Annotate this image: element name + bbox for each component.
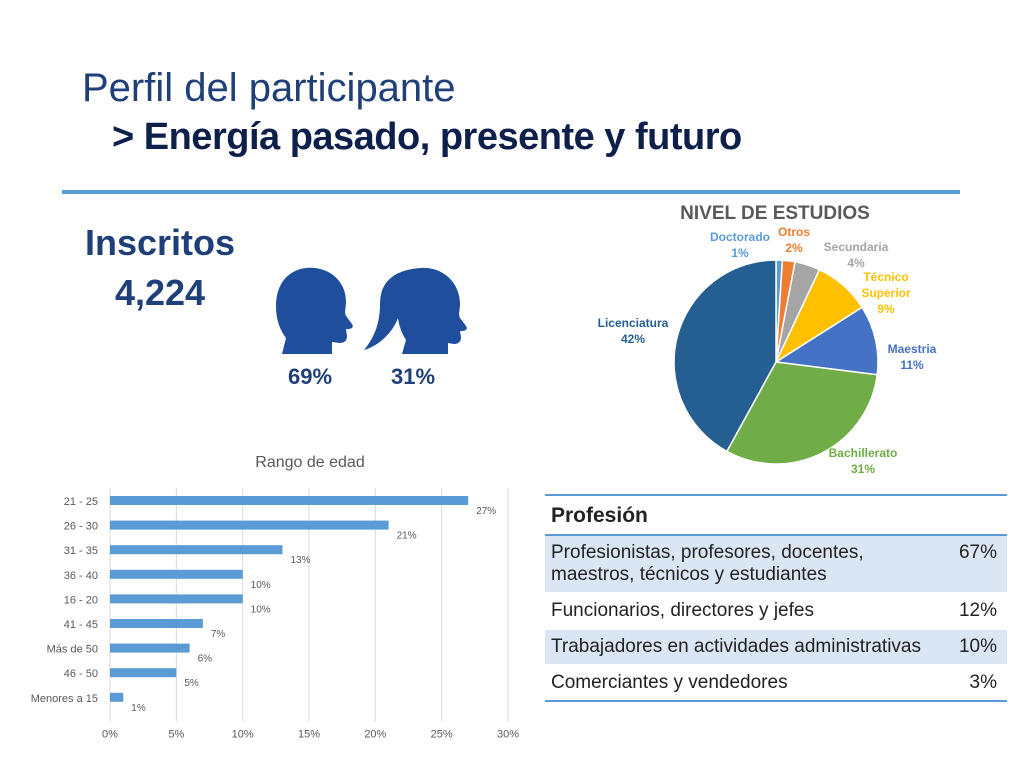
bar-value-label: 13%	[290, 555, 310, 566]
table-cell-label: Funcionarios, directores y jefes	[551, 600, 814, 621]
bar	[110, 594, 243, 604]
bar	[110, 668, 177, 678]
enrollment-value: 4,224	[114, 272, 206, 313]
y-category-label: 36 - 40	[64, 570, 98, 582]
bar	[110, 496, 469, 505]
male-percentage: 69%	[287, 364, 333, 389]
bar	[110, 643, 190, 653]
table-row: Comerciantes y vendedores 3%	[545, 665, 1007, 701]
age-range-bar-chart: 0% 5% 10% 15% 20% 25% 30% 21 - 25 27% 26 - 30 21% 3…	[31, 488, 519, 740]
y-category-label: 46 - 50	[64, 668, 98, 680]
x-tick-label: 10%	[232, 728, 254, 740]
pie-label-maestria: Maestria 11%	[887, 342, 937, 372]
table-header-profesion: Profesión	[551, 504, 648, 527]
male-head-icon	[276, 267, 353, 354]
bar-value-label: 10%	[251, 580, 271, 591]
pie-slice-secundaria	[775, 260, 821, 363]
bar	[110, 520, 389, 530]
y-category-label: 26 - 30	[64, 521, 98, 533]
bar-value-label: 10%	[251, 604, 271, 615]
table-cell-label: Trabajadores en actividades administrati…	[551, 636, 921, 657]
x-tick-label: 25%	[431, 728, 453, 740]
pie-chart-title: NIVEL DE ESTUDIOS	[680, 203, 870, 224]
bar-value-label: 7%	[211, 629, 226, 640]
female-head-icon	[364, 267, 467, 354]
table-header-row: Profesión	[545, 495, 1007, 535]
x-tick-label: 30%	[497, 728, 519, 740]
table-cell-label: Profesionistas, profesores, docentes, ma…	[551, 542, 864, 585]
x-tick-label: 0%	[102, 728, 118, 740]
x-tick-label: 20%	[364, 728, 386, 740]
table-row: Trabajadores en actividades administrati…	[545, 629, 1007, 665]
enrollment-label: Inscritos	[84, 222, 236, 263]
y-category-label: Más de 50	[47, 644, 98, 656]
x-tick-label: 5%	[168, 728, 184, 740]
pie-label-secundaria: Secundaria 4%	[823, 240, 889, 270]
pie-label-tecnico-superior: Técnico Superior 9%	[861, 270, 911, 316]
table-row: Funcionarios, directores y jefes 12%	[545, 593, 1007, 629]
pie-slice-otros	[775, 259, 796, 363]
bar-value-label: 1%	[131, 703, 146, 714]
bar-value-label: 6%	[198, 654, 213, 665]
bar-chart-title: Rango de edad	[255, 454, 365, 471]
pie-slice-doctorado	[775, 259, 784, 363]
pie-slice-licenciatura	[673, 259, 777, 453]
table-cell-value: 67%	[958, 542, 997, 563]
pie-label-doctorado: Doctorado 1%	[710, 230, 770, 260]
table-cell-value: 3%	[969, 672, 997, 693]
pie-slice-t-cnico-superior	[774, 268, 864, 365]
bar-value-label: 5%	[184, 678, 199, 689]
table-cell-value: 10%	[958, 636, 997, 657]
page-subtitle: > Energía pasado, presente y futuro	[112, 116, 742, 158]
title-divider	[62, 190, 960, 194]
bar	[110, 692, 124, 702]
bar	[110, 569, 243, 579]
pie-label-otros: Otros 2%	[777, 225, 810, 255]
table-cell-label: Comerciantes y vendedores	[551, 672, 788, 693]
page-title: Perfil del participante	[82, 66, 456, 110]
table-row: Profesionistas, profesores, docentes, ma…	[545, 535, 1007, 593]
bar-value-label: 27%	[476, 506, 496, 517]
pie-slice-maestria	[773, 306, 879, 376]
y-category-label: 21 - 25	[64, 496, 98, 508]
profession-table: Profesión Profesionistas, profesores, do…	[545, 494, 1007, 702]
female-percentage: 31%	[390, 364, 436, 389]
table-cell-value: 12%	[958, 600, 997, 621]
y-category-label: 41 - 45	[64, 619, 98, 631]
bar-value-label: 21%	[397, 531, 417, 542]
bar	[110, 619, 203, 628]
pie-label-bachillerato: Bachillerato 31%	[828, 446, 898, 476]
y-category-label: Menores a 15	[31, 693, 98, 705]
bar	[110, 545, 283, 555]
x-tick-label: 15%	[298, 728, 320, 740]
y-category-label: 31 - 35	[64, 545, 98, 557]
y-category-label: 16 - 20	[64, 594, 98, 606]
pie-label-licenciatura: Licenciatura 42%	[597, 316, 669, 346]
